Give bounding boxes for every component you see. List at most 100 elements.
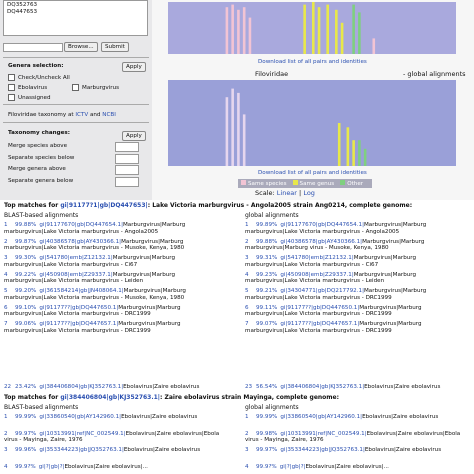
ictv-link[interactable]: ICTV: [75, 112, 89, 118]
rank: 1: [245, 414, 249, 420]
legend-entry: Same genus: [292, 180, 334, 187]
text: Scale:: [255, 189, 275, 197]
gi-link[interactable]: gi|91177??|gb|DQ447657.1|: [39, 321, 119, 327]
gi-link[interactable]: gi|33860540|gb|AY142960.1|: [39, 414, 122, 420]
result-row: 1 99.99% gi|33860540|gb|AY142960.1|Ebolavi…: [245, 414, 470, 421]
percent: 99.9?%: [256, 463, 277, 470]
result-row: 4 99.23% gi|450908|emb|Z29337.1|Marburgvir…: [245, 272, 470, 285]
rank: 2: [4, 238, 8, 245]
gi-link[interactable]: gi|40386578|gb|AY430366.1|: [39, 238, 122, 245]
gi-link[interactable]: gi|10313991|ref|NC_002549.1|: [39, 430, 126, 437]
result-row: 3 99.97% gi|353344223|gb|JQ352763.1|Ebolav…: [245, 447, 470, 454]
gi-link[interactable]: gi|?|gb|?|: [38, 463, 65, 470]
gi-link[interactable]: gi|33860540|gb|AY142960.1|: [280, 414, 363, 420]
genus-option[interactable]: Marburgvirus: [72, 84, 119, 91]
description: Ebolavirus|Zaire ebolavirus: [364, 384, 441, 390]
column-title: global alignments: [245, 212, 299, 219]
change-label: Merge species above: [8, 143, 68, 149]
legend-label: Same species: [248, 181, 287, 187]
label: Unassigned: [18, 95, 51, 101]
histogram-bar: [363, 148, 367, 166]
gi-link[interactable]: gi|353344223|gb|JQ352763.1|: [280, 447, 365, 453]
gi-link[interactable]: gi|353344223|gb|JQ352763.1|: [39, 447, 124, 453]
chart-subtitle: - global alignments: [403, 70, 466, 78]
gi-link[interactable]: gi|34304771|gb|DQ217792.1|: [280, 288, 364, 294]
text: Filoviridae taxonomy at: [8, 112, 74, 118]
percent: 99.07%: [256, 321, 278, 327]
check-all[interactable]: Check/Uncheck All: [8, 74, 70, 81]
description: Marburgvirus|Marburg marburgvirus|Marbur…: [245, 238, 425, 252]
gi-link[interactable]: gi|361584214|gb|JN408064.1|: [39, 288, 124, 294]
apply-button[interactable]: Apply: [122, 131, 146, 141]
description: Ebolavirus|Zaire ebolavirus: [364, 447, 442, 453]
browse-button[interactable]: Browse...: [64, 42, 98, 52]
result-row: 22 23.42% gi|384406804|gb|KJ352763.1|Ebola…: [4, 384, 229, 391]
gi-link[interactable]: gi|450908|emb|Z29337.1|: [39, 271, 113, 278]
result-row: 4 99.22% gi|450908|emb|Z29337.1|Marburgvir…: [4, 272, 229, 285]
linear-link[interactable]: Linear: [276, 189, 297, 197]
gi-link[interactable]: gi|91177??|gb|DQ447657.1|: [280, 321, 360, 327]
gi-link[interactable]: gi|91177??|gb|DQ447650.1|: [39, 304, 119, 311]
percent: 99.9?%: [15, 463, 36, 470]
gi-link[interactable]: gi|450908|emb|Z29337.1|: [280, 271, 354, 278]
download-link[interactable]: Download list of all pairs and identitie…: [258, 170, 367, 176]
result-row: 2 99.87% gi|40386578|gb|AY430366.1|Marburg…: [4, 239, 229, 252]
histogram-bar: [358, 140, 361, 166]
percent: 99.87%: [15, 238, 37, 245]
histogram-bar: [312, 2, 315, 54]
gi-link[interactable]: gi|91177670|gb|DQ447654.1|: [280, 222, 364, 228]
legend: Same species Same genus Other: [238, 179, 373, 188]
rank: 1: [4, 222, 8, 228]
log-link[interactable]: Log: [303, 189, 315, 197]
gi-link[interactable]: gi|91177??|gb|DQ447650.1|: [280, 304, 360, 311]
description: Ebolavirus|Zaire ebolavirus|Ebola virus …: [245, 430, 461, 444]
histogram-bar: [335, 9, 338, 55]
genus-option[interactable]: Ebolavirus: [8, 84, 47, 91]
histogram-bar: [237, 9, 240, 55]
gi-link[interactable]: gi|384406804|gb|KJ352763.1|: [60, 394, 160, 401]
scale: Scale: Linear | Log: [255, 189, 315, 197]
histogram-bar: [326, 4, 329, 55]
percent: 99.89%: [256, 222, 278, 228]
histogram-bar: [337, 123, 341, 166]
percent: 99.11%: [256, 304, 278, 311]
description: Marburgvirus|Marburg marburgvirus|Lake V…: [245, 255, 417, 268]
gi-link[interactable]: gi|541780|emb|Z12132.1|: [280, 255, 354, 261]
genus-option[interactable]: Unassigned: [8, 94, 51, 101]
gi-link[interactable]: gi|384406804|gb|KJ352763.1|: [39, 384, 124, 390]
ncbi-link[interactable]: NCBI: [102, 112, 116, 118]
rank: 5: [245, 288, 249, 294]
rank: 3: [245, 447, 249, 453]
change-input[interactable]: [115, 153, 139, 164]
gi-link[interactable]: gi|91177?1|gb|DQ447653|: [60, 202, 148, 209]
percent: 99.22%: [15, 271, 37, 278]
gi-link[interactable]: gi|?|gb|?|: [279, 463, 306, 470]
legend-entry: Same species: [241, 180, 287, 187]
submit-button[interactable]: Submit: [101, 42, 129, 52]
gi-link[interactable]: gi|40386578|gb|AY430366.1|: [280, 238, 363, 245]
histogram-bar: [346, 127, 350, 166]
gi-link[interactable]: gi|541780|emb|Z12132.1|: [39, 255, 113, 261]
gi-link[interactable]: gi|91177670|gb|DQ447654.1|: [39, 222, 123, 228]
text: : Lake Victoria marburgvirus - Angola200…: [147, 202, 413, 209]
percent: 56.54%: [256, 384, 278, 390]
rank: 3: [245, 255, 249, 261]
change-input[interactable]: [115, 176, 139, 187]
gi-link[interactable]: gi|10313991|ref|NC_002549.1|: [280, 430, 367, 437]
percent: 99.21%: [256, 288, 278, 294]
download-link[interactable]: Download list of all pairs and identitie…: [258, 59, 367, 65]
change-input[interactable]: [115, 142, 139, 152]
sequence-textarea[interactable]: DQ352763 DQ447653: [3, 0, 148, 36]
apply-button[interactable]: Apply: [122, 62, 146, 72]
change-input[interactable]: [115, 165, 139, 175]
description: Ebolavirus|Zaire ebolavirus: [123, 384, 200, 390]
legend-label: Other: [347, 181, 364, 187]
description: Marburgvirus|Marburg marburgvirus|Lake V…: [4, 271, 176, 285]
gi-link[interactable]: gi|384406804|gb|KJ352763.1|: [280, 384, 365, 390]
file-input[interactable]: [3, 43, 63, 52]
result-row: 23 56.54% gi|384406804|gb|KJ352763.1|Ebola…: [245, 384, 470, 391]
rank: 1: [4, 414, 8, 420]
description: Marburgvirus|Marburg marburgvirus|Lake V…: [245, 304, 422, 318]
result-row: 5 99.20% gi|361584214|gb|JN408064.1|Marbur…: [4, 288, 229, 301]
rank: 4: [4, 463, 8, 470]
